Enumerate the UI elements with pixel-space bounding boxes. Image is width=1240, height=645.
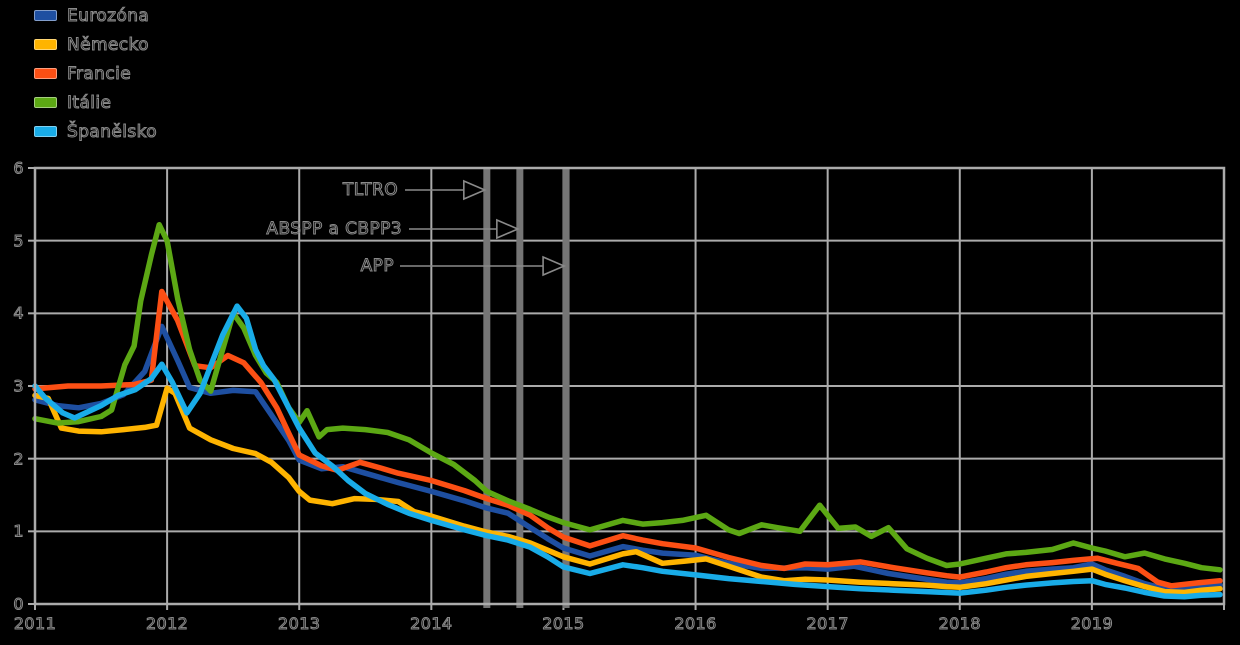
x-tick-label: 2014 <box>410 614 453 634</box>
legend-item-italie: Itálie <box>34 88 157 117</box>
annotation-app: APP <box>360 256 394 277</box>
annotation-abspp-cbpp3: ABSPP a CBPP3 <box>266 219 402 240</box>
y-tick-label: 0 <box>13 594 24 614</box>
x-tick-label: 2016 <box>674 614 717 634</box>
y-tick-label: 1 <box>13 521 24 541</box>
plot-border <box>33 166 1226 606</box>
annotation-arrow-head <box>542 255 567 277</box>
x-tick-label: 2017 <box>806 614 849 634</box>
legend-item-eurozona: Eurozóna <box>34 1 157 30</box>
y-tick-label: 3 <box>13 376 24 396</box>
x-tick-label: 2015 <box>542 614 585 634</box>
annotation-tltro: TLTRO <box>342 180 398 201</box>
annotation-arrow-head <box>496 218 520 240</box>
legend-swatch-spanelsko <box>34 126 57 137</box>
x-tick-label: 2012 <box>145 614 189 634</box>
legend-label-eurozona: Eurozóna <box>66 5 150 26</box>
series-Německo <box>32 385 1223 596</box>
legend-label-francie: Francie <box>66 63 132 84</box>
y-tick-label: 4 <box>13 303 24 323</box>
legend-label-spanelsko: Španělsko <box>66 121 158 142</box>
series-Francie <box>32 288 1223 589</box>
legend-item-spanelsko: Španělsko <box>34 117 157 146</box>
series-Španělsko <box>32 303 1223 600</box>
legend: Eurozóna Německo Francie Itálie Španělsk… <box>34 1 157 146</box>
x-tick-label: 2013 <box>278 614 321 634</box>
annotation-arrow-head <box>463 179 487 201</box>
y-tick-label: 5 <box>13 231 24 251</box>
legend-swatch-francie <box>34 68 57 79</box>
x-tick-label: 2011 <box>13 614 57 634</box>
y-tick-label: 6 <box>13 158 24 178</box>
legend-item-francie: Francie <box>34 59 157 88</box>
legend-label-nemecko: Německo <box>67 34 150 55</box>
x-tick-label: 2019 <box>1070 614 1114 634</box>
x-tick-label: 2018 <box>938 614 981 634</box>
legend-item-nemecko: Německo <box>34 30 157 59</box>
legend-swatch-eurozona <box>34 10 57 21</box>
y-tick-label: 2 <box>13 449 24 469</box>
legend-swatch-italie <box>34 97 57 108</box>
series-Itálie <box>32 221 1223 573</box>
legend-swatch-nemecko <box>34 39 57 50</box>
legend-label-italie: Itálie <box>66 92 112 113</box>
